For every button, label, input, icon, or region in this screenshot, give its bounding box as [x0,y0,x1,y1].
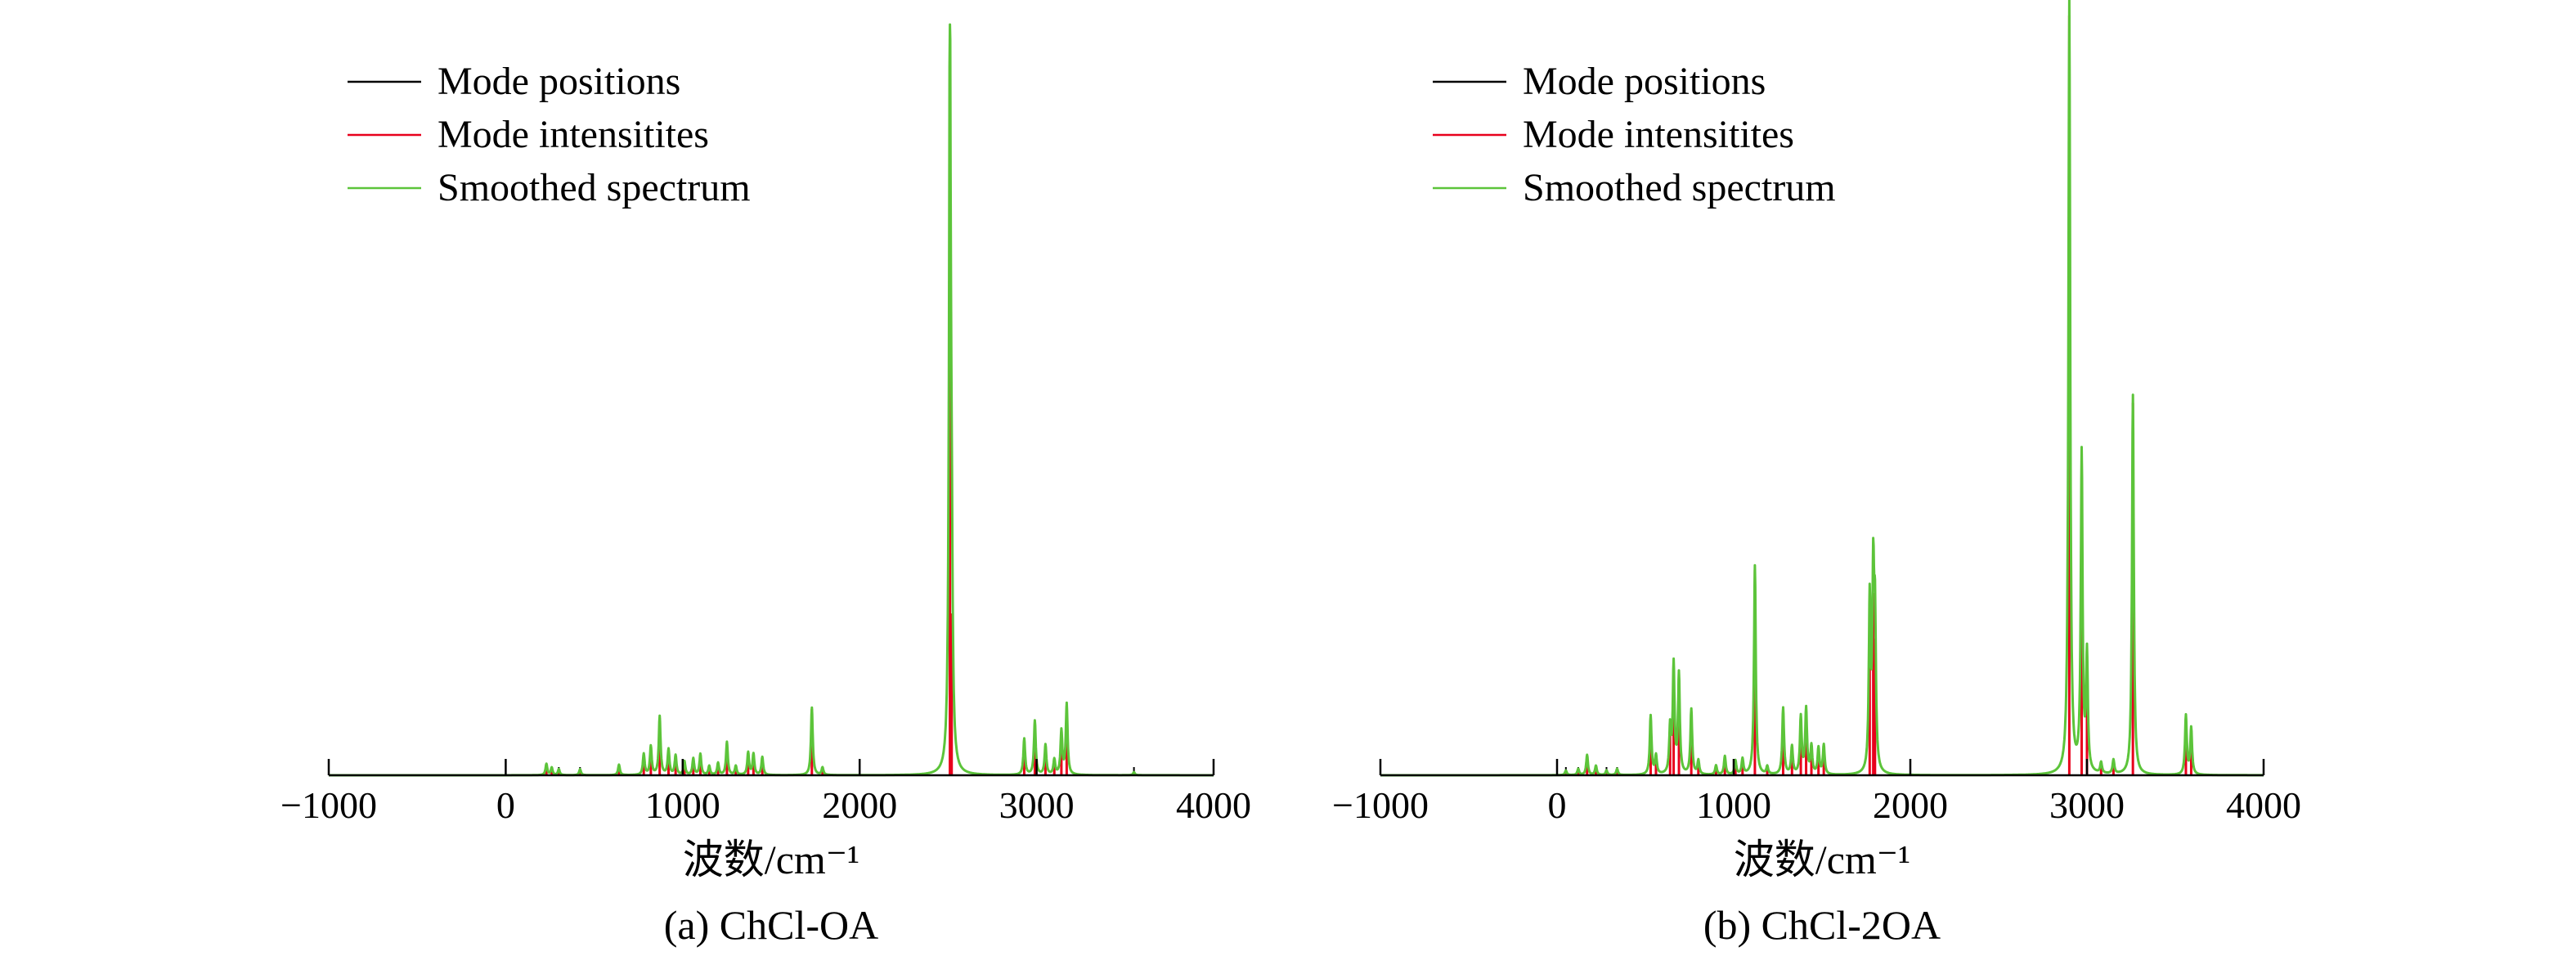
x-axis-title: 波数/cm⁻¹ [683,837,859,882]
x-tick-label: 2000 [822,784,897,826]
legend-label-smoothed: Smoothed spectrum [1523,166,1836,209]
x-tick-label: 2000 [1873,784,1948,826]
x-tick-label: −1000 [280,784,377,826]
panel-a-chclOA: Mode positions Mode intensitites Smoothe… [280,23,1251,948]
legend-label-positions: Mode positions [1523,60,1766,103]
x-tick-label: 0 [1548,784,1567,826]
panel-b-chcl2OA: Mode positions Mode intensitites Smoothe… [1332,0,2301,948]
x-tick-label: 3000 [999,784,1075,826]
panel-caption: (b) ChCl-2OA [1703,902,1941,948]
legend-label-positions: Mode positions [438,60,680,103]
x-tick-label: 3000 [2049,784,2125,826]
legend-label-intensities: Mode intensitites [438,113,709,156]
legend: Mode positions Mode intensitites Smoothe… [1433,60,1836,209]
x-tick-label: 4000 [2226,784,2301,826]
x-axis-title: 波数/cm⁻¹ [1734,837,1910,882]
legend-label-intensities: Mode intensitites [1523,113,1794,156]
series-smoothed-spectrum [1379,0,2265,777]
panel-caption: (a) ChCl-OA [664,902,878,948]
legend-label-smoothed: Smoothed spectrum [438,166,751,209]
x-tick-label: 1000 [1696,784,1771,826]
x-tick-label: 4000 [1176,784,1251,826]
legend: Mode positions Mode intensitites Smoothe… [348,60,751,209]
x-axis: −1000 0 1000 2000 3000 4000 [1332,759,2301,826]
plot-area [1379,0,2265,777]
x-axis: −1000 0 1000 2000 3000 4000 [280,759,1251,826]
x-tick-label: −1000 [1332,784,1429,826]
x-tick-label: 0 [496,784,515,826]
x-tick-label: 1000 [645,784,720,826]
